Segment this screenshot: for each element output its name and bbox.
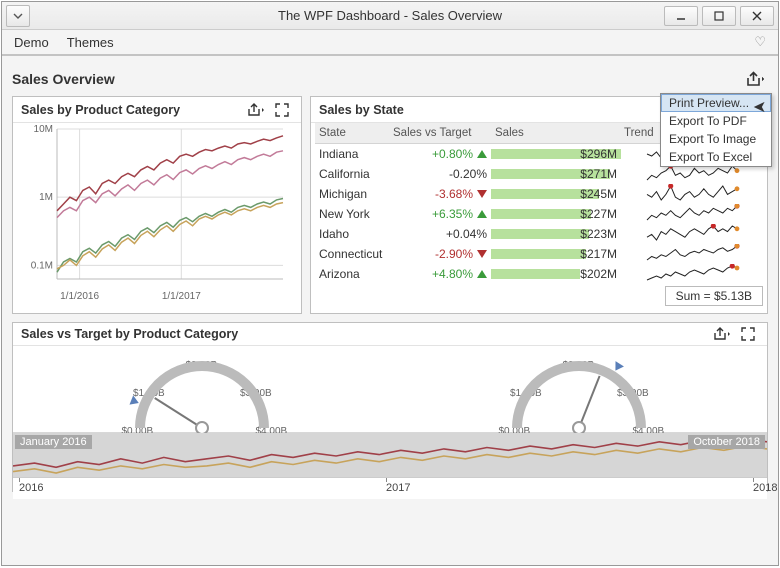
table-row[interactable]: Idaho +0.04% $223M: [315, 224, 763, 244]
card-maximize-button[interactable]: [269, 99, 295, 121]
minimize-button[interactable]: [664, 6, 698, 26]
titlebar: The WPF Dashboard - Sales Overview: [2, 2, 778, 30]
card-export-button[interactable]: [243, 99, 269, 121]
cell-sales: $217M: [491, 247, 621, 261]
menu-themes[interactable]: Themes: [67, 35, 114, 50]
card-title: Sales by Product Category: [21, 103, 243, 117]
export-menu-item[interactable]: Export To Image: [661, 130, 771, 148]
cell-trend: [621, 244, 763, 265]
timeline-axis: 201620172018: [13, 477, 767, 499]
range-start-badge: January 2016: [15, 435, 92, 449]
cell-sales: $245M: [491, 187, 621, 201]
range-end-badge: October 2018: [688, 435, 765, 449]
cell-state: Michigan: [315, 187, 393, 201]
cell-sales: $202M: [491, 267, 621, 281]
export-icon: [745, 71, 765, 87]
window-title: The WPF Dashboard - Sales Overview: [2, 8, 778, 23]
card-title: Sales by State: [319, 103, 683, 117]
page-export-button[interactable]: [742, 68, 768, 90]
export-menu-item[interactable]: Export To Excel: [661, 148, 771, 166]
cell-trend: [621, 204, 763, 225]
cell-vs-target: -0.20%: [393, 167, 491, 181]
cell-vs-target: +0.04%: [393, 227, 491, 241]
cell-trend: [621, 264, 763, 285]
card-sales-by-category: Sales by Product Category 10M 1M 0.1M 1/1/2…: [12, 96, 302, 314]
card-export-button[interactable]: [709, 323, 735, 345]
gauge: $0.00B$1.00B$2.00B$3.00B$4.00B: [474, 348, 684, 434]
export-icon: [247, 103, 265, 117]
card-sales-vs-target: Sales vs Target by Product Category $0.0…: [12, 322, 768, 492]
cell-sales: $271M: [491, 167, 621, 181]
cell-vs-target: -3.68%: [393, 187, 491, 201]
cell-state: Indiana: [315, 147, 393, 161]
cell-state: Arizona: [315, 267, 393, 281]
expand-icon: [275, 103, 289, 117]
export-menu-item[interactable]: Export To PDF: [661, 112, 771, 130]
export-menu-item[interactable]: Print Preview...: [661, 94, 771, 112]
export-dropdown: Print Preview...Export To PDFExport To I…: [660, 93, 772, 167]
table-row[interactable]: New York +6.35% $227M: [315, 204, 763, 224]
table-row[interactable]: Connecticut -2.90% $217M: [315, 244, 763, 264]
cell-state: Connecticut: [315, 247, 393, 261]
close-button[interactable]: [740, 6, 774, 26]
cell-sales: $223M: [491, 227, 621, 241]
cell-vs-target: -2.90%: [393, 247, 491, 261]
svg-text:1M: 1M: [39, 192, 53, 203]
svg-text:10M: 10M: [34, 124, 53, 135]
cell-trend: [621, 224, 763, 245]
svg-text:1/1/2016: 1/1/2016: [60, 291, 99, 302]
cell-sales: $227M: [491, 207, 621, 221]
maximize-button[interactable]: [702, 6, 736, 26]
export-icon: [713, 327, 731, 341]
cell-state: California: [315, 167, 393, 181]
cell-state: New York: [315, 207, 393, 221]
gauge: $0.00B$1.00B$2.00B$3.00B$4.00B: [97, 348, 307, 434]
category-line-chart: 10M 1M 0.1M 1/1/2016 1/1/2017: [13, 123, 289, 305]
page-title: Sales Overview: [12, 71, 115, 87]
card-maximize-button[interactable]: [735, 323, 761, 345]
cell-vs-target: +6.35%: [393, 207, 491, 221]
app-window: The WPF Dashboard - Sales Overview Demo …: [1, 1, 779, 566]
cell-state: Idaho: [315, 227, 393, 241]
gauges-panel: $0.00B$1.00B$2.00B$3.00B$4.00B $0.00B$1.0…: [13, 346, 767, 432]
svg-text:1/1/2017: 1/1/2017: [162, 291, 201, 302]
quick-access-button[interactable]: [6, 5, 30, 27]
table-row[interactable]: Arizona +4.80% $202M: [315, 264, 763, 284]
svg-text:0.1M: 0.1M: [31, 260, 53, 271]
col-header-sales[interactable]: Sales: [491, 127, 621, 139]
chevron-down-icon: [13, 11, 23, 21]
col-header-state[interactable]: State: [315, 127, 393, 139]
table-row[interactable]: California -0.20% $271M: [315, 164, 763, 184]
favorite-icon[interactable]: ♡: [754, 34, 766, 50]
menu-demo[interactable]: Demo: [14, 35, 49, 50]
table-row[interactable]: Michigan -3.68% $245M: [315, 184, 763, 204]
cell-trend: [621, 184, 763, 205]
col-header-vs[interactable]: Sales vs Target: [393, 127, 491, 139]
cell-vs-target: +0.80%: [393, 147, 491, 161]
sum-box: Sum = $5.13B: [665, 286, 763, 306]
expand-icon: [741, 327, 755, 341]
card-title: Sales vs Target by Product Category: [21, 327, 709, 341]
timeline-panel: January 2016 October 2018 201620172018: [13, 432, 767, 499]
cell-sales: $296M: [491, 147, 621, 161]
timeline-chart[interactable]: January 2016 October 2018: [13, 433, 767, 477]
menubar: Demo Themes ♡: [2, 30, 778, 56]
cell-vs-target: +4.80%: [393, 267, 491, 281]
